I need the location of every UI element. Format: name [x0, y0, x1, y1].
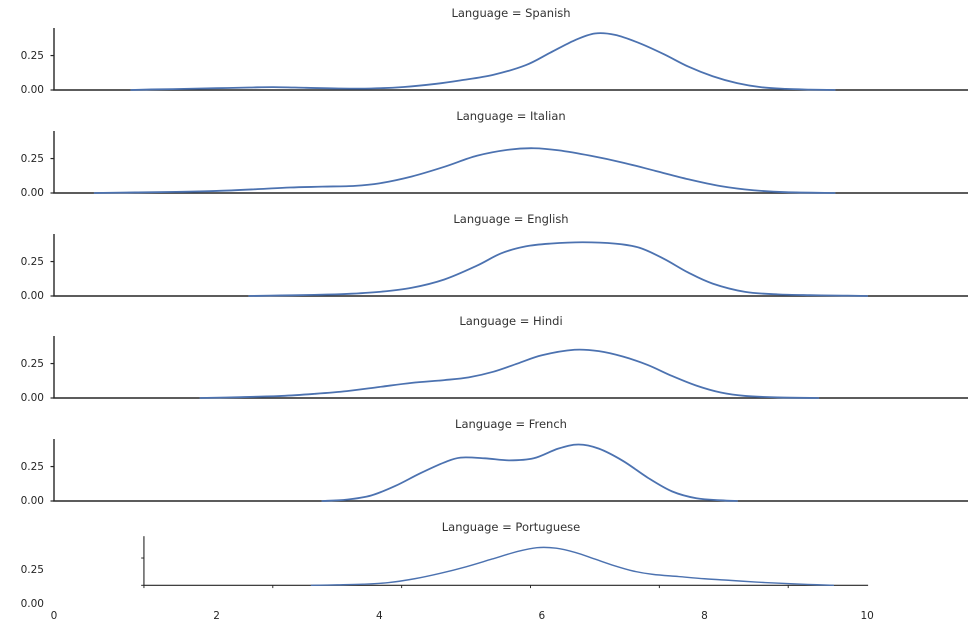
x-tick-label-8: 8: [701, 610, 708, 622]
facet-plot-hindi: [50, 336, 968, 399]
facet-title-spanish: Language = Spanish: [451, 6, 571, 20]
facet-english: Language = English 0.25 0.00: [0, 206, 974, 309]
facet-plot-italian: [50, 131, 968, 194]
facet-italian: Language = Italian 0.25 0.00: [0, 103, 974, 206]
y-tick-label-000: 0.00: [20, 495, 44, 507]
facet-title-english: Language = English: [453, 212, 569, 226]
kde-curve-portuguese: [310, 546, 835, 587]
y-tick-label-000: 0.00: [20, 290, 44, 302]
x-tick-label-2: 2: [213, 610, 220, 622]
y-tick-label-025: 0.25: [20, 50, 44, 62]
y-tick-label-025: 0.25: [20, 153, 44, 165]
kde-curve-spanish: [130, 32, 836, 91]
x-tick-label-4: 4: [375, 610, 383, 622]
x-axis-tick-labels: 0 2 4 6 8 10: [0, 609, 974, 625]
kde-curve-italian: [93, 147, 836, 194]
y-tick-label-000: 0.00: [20, 187, 44, 199]
facet-plot-spanish: [50, 28, 968, 91]
x-tick-label-10: 10: [860, 610, 874, 622]
y-tick-label-000: 0.00: [20, 598, 44, 610]
y-tick-label-025: 0.25: [20, 256, 44, 268]
x-tick-label-6: 6: [538, 610, 546, 622]
facet-title-italian: Language = Italian: [456, 109, 566, 123]
kde-curve-hindi: [199, 348, 820, 399]
facet-plot-french: [50, 439, 968, 502]
y-tick-label-025: 0.25: [20, 358, 44, 370]
kde-curve-french: [321, 443, 738, 502]
facet-spanish: Language = Spanish 0.25 0.00: [0, 0, 974, 103]
facet-hindi: Language = Hindi 0.25 0.00: [0, 308, 974, 411]
facet-plot-portuguese: [141, 536, 869, 589]
y-tick-label-025: 0.25: [20, 461, 44, 473]
kde-curve-english: [248, 241, 869, 297]
facet-portuguese: Language = Portuguese 0.25 0.00: [0, 514, 974, 644]
x-tick-label-0: 0: [50, 610, 58, 622]
facet-title-french: Language = French: [455, 417, 567, 431]
facet-plot-english: [50, 234, 968, 297]
y-tick-label-000: 0.00: [20, 392, 44, 404]
y-tick-label-025: 0.25: [20, 564, 44, 576]
y-tick-label-000: 0.00: [20, 84, 44, 96]
facet-title-hindi: Language = Hindi: [459, 314, 563, 328]
facet-title-portuguese: Language = Portuguese: [441, 520, 581, 534]
facet-french: Language = French 0.25 0.00: [0, 411, 974, 514]
